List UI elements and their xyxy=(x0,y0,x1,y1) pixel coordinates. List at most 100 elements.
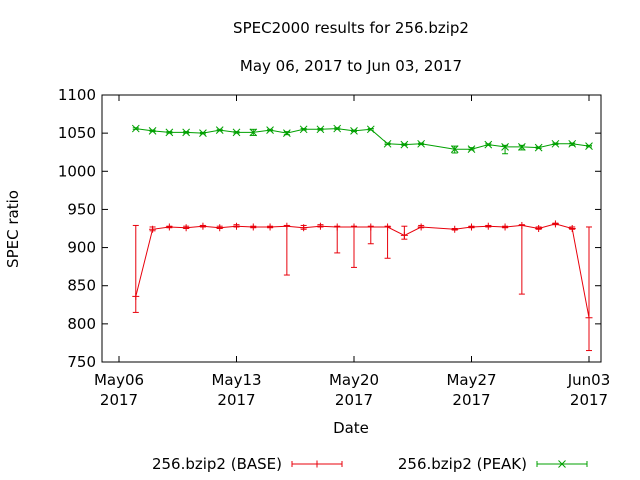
data-point xyxy=(366,125,375,134)
data-point xyxy=(417,139,425,148)
series-0 xyxy=(132,220,593,352)
marker-d2 xyxy=(534,143,543,152)
data-point xyxy=(232,128,241,137)
y-tick-label: 850 xyxy=(67,277,96,295)
data-point xyxy=(266,223,274,231)
chart-title: SPEC2000 results for 256.bzip2 xyxy=(233,19,469,37)
y-tick-label: 1100 xyxy=(58,86,96,104)
y-tick-label: 800 xyxy=(67,315,96,333)
marker-d2 xyxy=(366,125,375,134)
data-point xyxy=(501,143,509,155)
x-tick-year-label: 2017 xyxy=(100,391,138,409)
data-point xyxy=(417,223,425,231)
data-point xyxy=(165,223,173,231)
data-point xyxy=(249,128,258,137)
data-point xyxy=(300,224,308,232)
data-point xyxy=(551,220,559,228)
marker-d2 xyxy=(501,143,509,151)
data-point xyxy=(350,223,358,268)
y-tick-label: 900 xyxy=(67,239,96,257)
data-point xyxy=(568,225,576,232)
data-point xyxy=(585,142,593,150)
marker-d2 xyxy=(417,139,425,148)
marker-d2 xyxy=(484,140,493,149)
marker-d2 xyxy=(199,129,207,137)
x-tick-year-label: 2017 xyxy=(570,391,608,409)
marker-d2 xyxy=(450,145,459,154)
plot-frame xyxy=(101,94,602,363)
data-point xyxy=(467,145,476,154)
data-point xyxy=(551,139,560,148)
x-tick-label: May06 xyxy=(94,371,144,389)
marker-d2 xyxy=(568,139,577,148)
x-tick-year-label: 2017 xyxy=(217,391,255,409)
data-point xyxy=(215,126,224,134)
x-axis-label: Date xyxy=(333,419,369,437)
y-tick-label: 1000 xyxy=(58,162,96,180)
marker-d2 xyxy=(182,128,190,137)
data-point xyxy=(131,124,140,133)
y-axis-label: SPEC ratio xyxy=(4,190,22,268)
x-tick-label: Jun03 xyxy=(567,371,611,389)
marker-d2 xyxy=(350,127,358,135)
data-point xyxy=(316,125,325,134)
legend-label: 256.bzip2 (PEAK) xyxy=(398,455,527,473)
y-axis: 750 800 850 900 950 1000 1050 1100 xyxy=(58,86,601,371)
marker-d2 xyxy=(266,126,274,134)
x-tick-label: May27 xyxy=(446,371,496,389)
marker-d2 xyxy=(299,125,308,134)
data-point xyxy=(333,124,342,133)
series-layer xyxy=(131,124,593,352)
legend-item-0: 256.bzip2 (BASE) xyxy=(152,455,343,473)
data-point xyxy=(535,225,543,232)
x-tick-year-label: 2017 xyxy=(452,391,490,409)
marker-d2 xyxy=(232,128,241,137)
data-point xyxy=(199,129,207,137)
legend-label: 256.bzip2 (BASE) xyxy=(152,455,282,473)
x-tick-year-label: 2017 xyxy=(335,391,373,409)
data-point xyxy=(299,125,308,134)
marker-d2 xyxy=(551,139,560,148)
y-tick-label: 950 xyxy=(67,200,96,218)
data-point xyxy=(468,223,475,231)
legend: 256.bzip2 (BASE) 256.bzip2 (PEAK) xyxy=(152,455,588,473)
data-point xyxy=(216,224,224,232)
data-point xyxy=(518,221,526,295)
data-point xyxy=(266,126,274,134)
data-point xyxy=(534,143,543,152)
data-point xyxy=(451,225,459,233)
data-point xyxy=(384,223,392,259)
marker-d2 xyxy=(316,125,325,134)
marker-d2 xyxy=(165,128,174,137)
data-point xyxy=(568,139,577,148)
legend-item-1: 256.bzip2 (PEAK) xyxy=(398,455,588,473)
data-point xyxy=(233,222,240,230)
marker-d2 xyxy=(148,127,157,135)
data-point xyxy=(383,139,392,148)
marker-d2 xyxy=(400,140,409,149)
data-point xyxy=(283,222,291,276)
marker-d2 xyxy=(131,124,140,133)
y-tick-label: 1050 xyxy=(58,124,96,142)
data-point xyxy=(350,127,358,135)
data-point xyxy=(182,128,190,137)
data-point xyxy=(132,224,140,313)
data-point xyxy=(199,222,207,230)
x-axis: May06 2017 May13 2017 May20 2017 May27 2017 Jun0… xyxy=(94,95,610,409)
series-line xyxy=(135,223,590,318)
y-tick-label: 750 xyxy=(67,353,96,371)
data-point xyxy=(333,223,341,254)
marker-d2 xyxy=(467,145,476,154)
data-point xyxy=(450,145,459,154)
data-point xyxy=(148,127,157,135)
data-point xyxy=(182,224,190,232)
marker-d2 xyxy=(558,460,566,468)
data-point xyxy=(367,223,375,245)
data-point xyxy=(149,225,157,233)
x-tick-label: May13 xyxy=(211,371,261,389)
series-1 xyxy=(131,124,593,155)
marker-d2 xyxy=(585,142,593,150)
data-point xyxy=(400,140,409,149)
marker-d2 xyxy=(383,139,392,148)
